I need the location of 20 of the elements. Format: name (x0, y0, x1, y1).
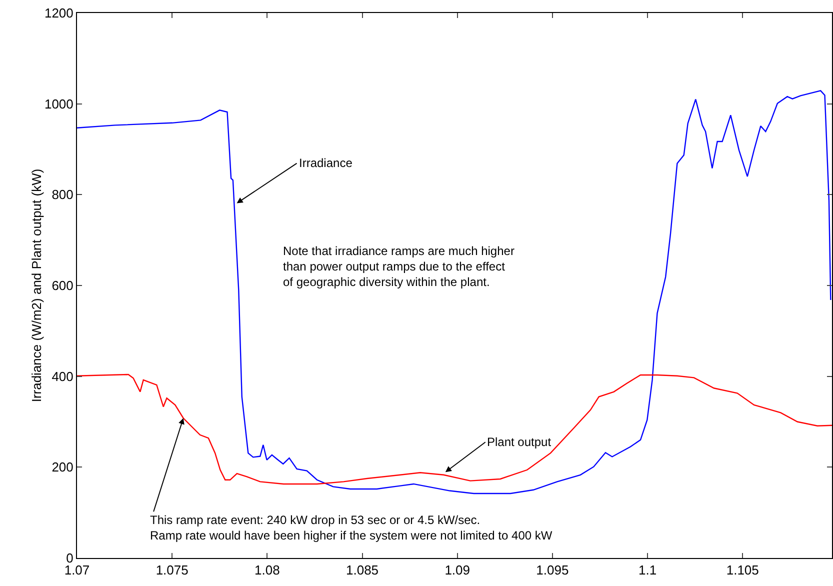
x-tick-label: 1.075 (156, 562, 188, 578)
x-tick-label: 1.08 (254, 562, 280, 578)
y-tick-label: 800 (52, 187, 74, 202)
line-series (77, 374, 832, 485)
x-tick-label: 1.085 (346, 562, 379, 578)
y-tick-label: 200 (52, 460, 74, 475)
y-tick-label: 600 (52, 278, 74, 294)
x-tick-label: 1.09 (444, 562, 470, 578)
annotation: This ramp rate event: 240 kW drop in 53 sec or or 4.5 kW/sec. Ramp rate would have been higher if the system were not limited to 400 kW (150, 513, 553, 543)
x-tick-label: 1.1 (638, 562, 657, 578)
x-tick-label: 1.095 (536, 562, 569, 578)
y-axis-title: Irradiance (W/m2) and Plant output (kW) (29, 168, 44, 402)
annotation: Irradiance (299, 156, 353, 170)
y-tick-label: 1200 (44, 6, 74, 21)
annotation: Plant output (487, 435, 552, 449)
y-tick-label: 1000 (44, 96, 74, 112)
annotation: Note that irradiance ramps are much higher than power output ramps due to the effect of geographic diversity within the plant. (283, 244, 514, 290)
y-tick-label: 400 (52, 368, 74, 384)
line-series (77, 90, 832, 494)
x-tick-label: 1.105 (726, 562, 759, 578)
